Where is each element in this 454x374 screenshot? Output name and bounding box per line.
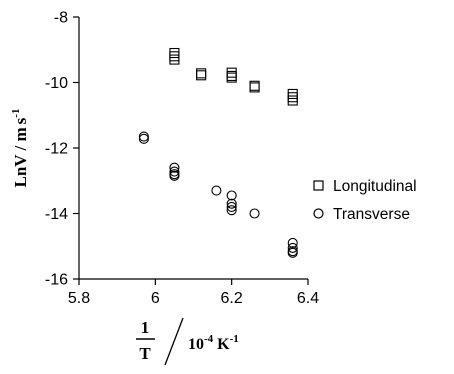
x-tick-label: 6.2 bbox=[221, 290, 243, 307]
legend-label-transverse: Transverse bbox=[333, 206, 410, 223]
point-transverse bbox=[287, 237, 298, 249]
y-tick-label: -10 bbox=[45, 75, 68, 92]
y-tick-label: -12 bbox=[45, 141, 68, 158]
legend-marker-longitudinal bbox=[313, 180, 324, 191]
point-transverse bbox=[226, 198, 237, 209]
point-longitudinal bbox=[287, 88, 298, 100]
data-points bbox=[138, 47, 298, 258]
y-axis-ticks: -16 -14 -12 -10 -8 bbox=[45, 10, 79, 289]
x-label-unit: 10-4 K-1 bbox=[188, 333, 239, 353]
point-transverse bbox=[169, 162, 180, 173]
point-transverse bbox=[138, 133, 149, 144]
point-longitudinal bbox=[196, 68, 207, 79]
x-tick-label: 6 bbox=[151, 290, 160, 307]
x-axis-ticks: 5.8 6 6.2 6.4 bbox=[68, 279, 319, 307]
point-transverse bbox=[169, 170, 180, 181]
x-tick-label: 6.4 bbox=[297, 290, 319, 307]
legend-marker-transverse bbox=[313, 208, 324, 219]
y-tick-label: -8 bbox=[54, 10, 68, 27]
point-transverse bbox=[169, 166, 180, 177]
point-transverse bbox=[211, 185, 222, 196]
point-longitudinal bbox=[287, 95, 298, 106]
point-transverse bbox=[138, 131, 149, 142]
point-transverse bbox=[226, 205, 237, 216]
x-label-numerator: 1 bbox=[141, 318, 150, 337]
point-transverse bbox=[226, 190, 237, 201]
y-axis-label: LnV / ms-1 bbox=[10, 109, 30, 188]
point-longitudinal bbox=[196, 70, 207, 81]
x-tick-label: 5.8 bbox=[68, 290, 90, 307]
point-longitudinal bbox=[169, 47, 180, 59]
point-longitudinal bbox=[287, 92, 298, 103]
point-transverse bbox=[287, 247, 298, 258]
point-transverse bbox=[249, 208, 260, 219]
point-longitudinal bbox=[226, 72, 237, 83]
point-longitudinal bbox=[249, 82, 260, 93]
point-longitudinal bbox=[169, 54, 180, 65]
x-label-denominator: T bbox=[139, 344, 151, 363]
point-longitudinal bbox=[169, 51, 180, 62]
point-transverse bbox=[287, 242, 298, 253]
legend: Longitudinal Transverse bbox=[313, 178, 417, 223]
y-tick-label: -14 bbox=[45, 206, 68, 223]
y-tick-label: -16 bbox=[45, 272, 68, 289]
x-axis-label: 1 T 10-4 K-1 bbox=[136, 317, 239, 366]
legend-label-longitudinal: Longitudinal bbox=[333, 178, 417, 195]
point-transverse bbox=[226, 201, 237, 212]
x-label-slash bbox=[164, 317, 184, 366]
